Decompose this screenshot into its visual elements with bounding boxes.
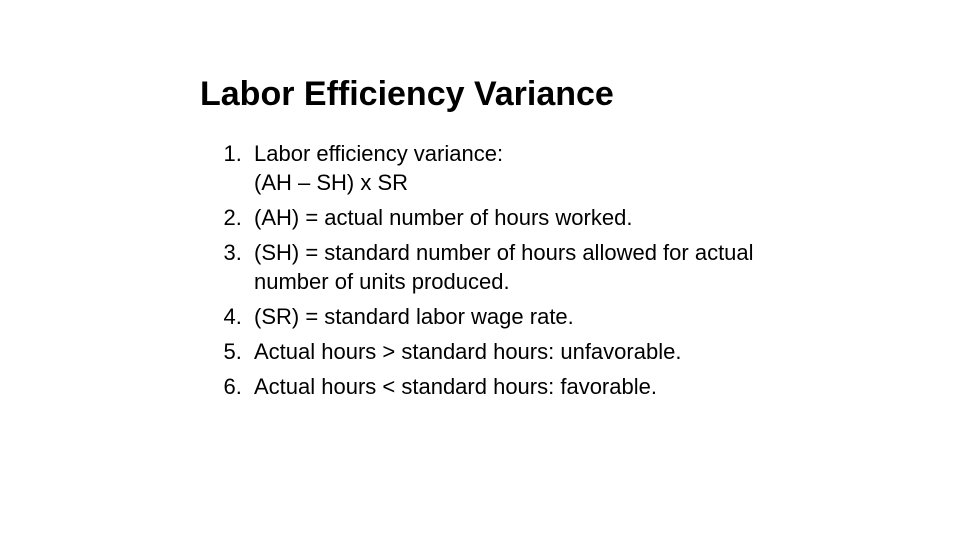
list-item: Actual hours < standard hours: favorable…	[248, 372, 760, 401]
list-item: (SR) = standard labor wage rate.	[248, 302, 760, 331]
slide-title: Labor Efficiency Variance	[200, 74, 760, 115]
list-item: (SH) = standard number of hours allowed …	[248, 238, 760, 296]
slide: Labor Efficiency Variance Labor efficien…	[0, 0, 960, 540]
list-item: (AH) = actual number of hours worked.	[248, 203, 760, 232]
list-item: Actual hours > standard hours: unfavorab…	[248, 337, 760, 366]
list-item: Labor efficiency variance:(AH – SH) x SR	[248, 139, 760, 197]
bullet-list: Labor efficiency variance:(AH – SH) x SR…	[200, 139, 760, 401]
